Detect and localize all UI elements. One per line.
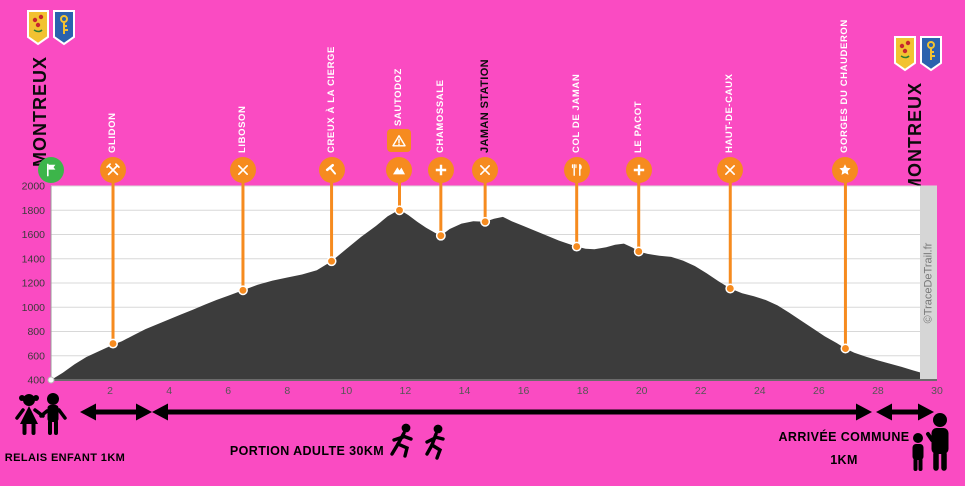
montreux-flag-gold-icon xyxy=(894,36,916,72)
x-tick-label: 20 xyxy=(636,385,648,397)
montreux-flag-gold-icon xyxy=(27,10,49,46)
x-tick-label: 18 xyxy=(577,385,589,397)
crest-left xyxy=(27,10,75,46)
children-icon xyxy=(15,393,67,435)
x-tick-label: 24 xyxy=(754,385,766,397)
x-tick-labels: 2 4 6 8 10 12 14 16 18 20 22 24 26 28 30 xyxy=(107,385,943,397)
portion-adulte-label: PORTION ADULTE 30KM xyxy=(229,444,385,458)
y-tick-labels: 400 600 800 1000 1200 1400 1600 1800 2000 xyxy=(22,181,46,387)
y-tick-label: 1000 xyxy=(22,302,46,314)
x-tick-label: 2 xyxy=(107,385,113,397)
y-tick-label: 1400 xyxy=(22,253,46,265)
crest-right xyxy=(894,36,942,72)
y-tick-label: 1600 xyxy=(22,229,46,241)
y-tick-label: 400 xyxy=(27,375,45,387)
x-tick-label: 16 xyxy=(518,385,530,397)
x-tick-label: 28 xyxy=(872,385,884,397)
finish-arrow xyxy=(876,403,934,421)
y-tick-label: 800 xyxy=(27,326,45,338)
x-tick-label: 8 xyxy=(284,385,290,397)
footer-graphics xyxy=(15,393,949,471)
x-tick-label: 6 xyxy=(225,385,231,397)
arrivee-distance-label: 1KM xyxy=(830,453,858,467)
y-tick-label: 1200 xyxy=(22,278,46,290)
waypoint-dots xyxy=(108,205,851,354)
montreux-flag-blue-icon xyxy=(53,10,75,46)
x-tick-label: 30 xyxy=(931,385,943,397)
arrivee-commune-label: ARRIVÉE COMMUNE xyxy=(778,430,910,444)
y-tick-label: 2000 xyxy=(22,181,46,193)
elevation-profile xyxy=(51,209,937,380)
x-tick-label: 14 xyxy=(459,385,471,397)
course-arrows xyxy=(80,403,934,421)
watermark: ©TraceDeTrail.fr xyxy=(923,242,935,323)
x-tick-label: 4 xyxy=(166,385,172,397)
runners-icon xyxy=(390,423,445,460)
x-tick-label: 22 xyxy=(695,385,707,397)
relay-arrow xyxy=(80,403,152,421)
watermark-strip xyxy=(920,186,937,380)
y-tick-label: 1800 xyxy=(22,205,46,217)
origin-dot xyxy=(47,376,55,384)
y-tick-label: 600 xyxy=(27,350,45,362)
relais-enfant-label: RELAIS ENFANT 1KM xyxy=(4,452,126,464)
x-tick-label: 10 xyxy=(340,385,352,397)
x-tick-label: 12 xyxy=(400,385,412,397)
family-icon xyxy=(912,413,949,471)
adult-course-arrow xyxy=(152,403,872,421)
x-tick-label: 26 xyxy=(813,385,825,397)
montreux-flag-blue-icon xyxy=(920,36,942,72)
waypoint-stems xyxy=(111,181,847,349)
